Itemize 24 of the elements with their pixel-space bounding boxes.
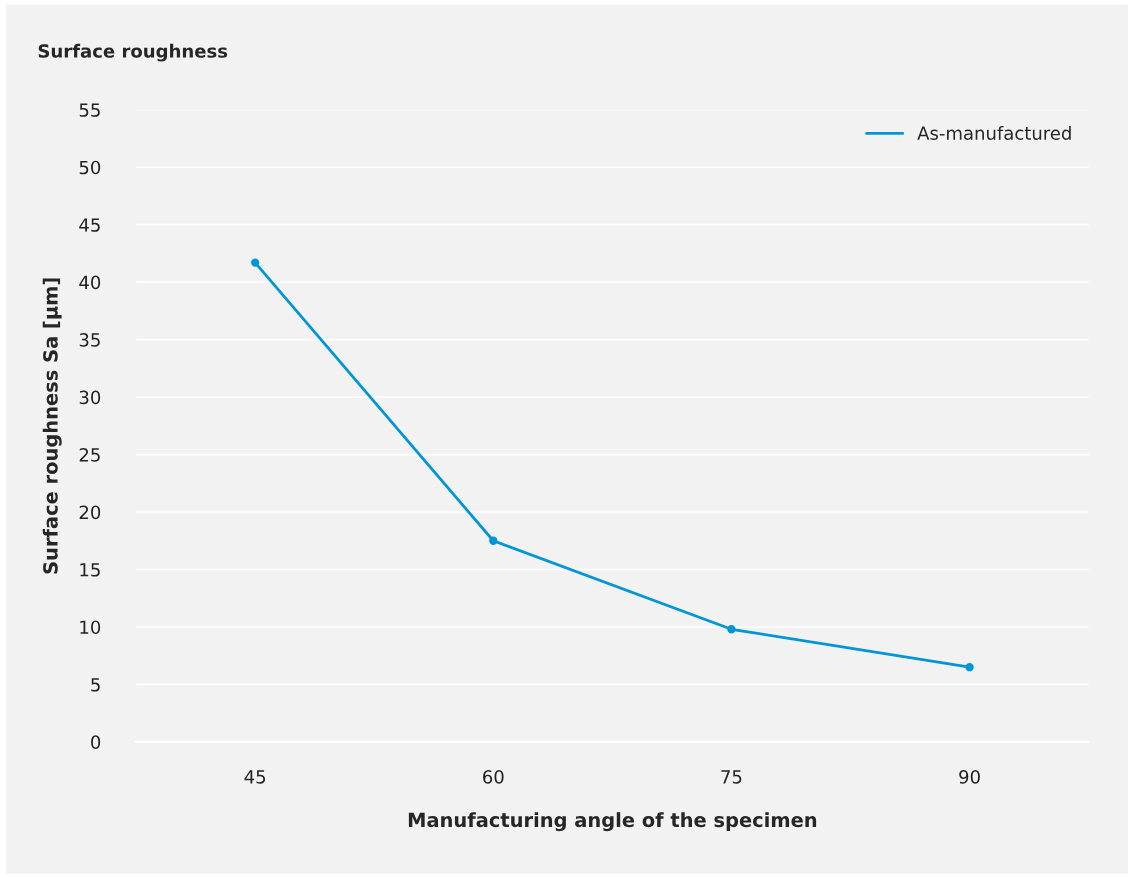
point — [489, 536, 498, 545]
point — [250, 258, 260, 267]
x-tick-label: 75 — [721, 770, 742, 784]
y-tick-label: 10 — [80, 620, 101, 635]
x-tick-label: 90 — [959, 770, 980, 784]
y-tick-label: 25 — [79, 448, 100, 462]
y-tick-label: 45 — [79, 218, 100, 232]
y-axis-title: Surface roughness Sa [µm] — [42, 278, 62, 574]
x-axis-title: Manufacturing angle of the specimen — [408, 812, 817, 832]
x-tick-label: 60 — [483, 770, 504, 784]
y-tick-label: 50 — [79, 160, 101, 175]
y-tick-label: 15 — [80, 563, 100, 577]
y-tick-label: 0 — [91, 735, 101, 750]
y-tick-label: 55 — [79, 103, 100, 117]
y-tick-label: 40 — [79, 275, 101, 290]
legend-label: As-manufactured — [917, 126, 1071, 140]
chart-title: Surface roughness — [38, 43, 228, 62]
x-tick-label: 45 — [244, 770, 266, 784]
point — [965, 663, 974, 672]
y-tick-label: 30 — [79, 390, 101, 405]
y-tick-label: 5 — [91, 678, 100, 692]
point — [727, 625, 736, 634]
y-tick-label: 20 — [79, 505, 101, 520]
y-tick-label: 35 — [79, 333, 100, 347]
